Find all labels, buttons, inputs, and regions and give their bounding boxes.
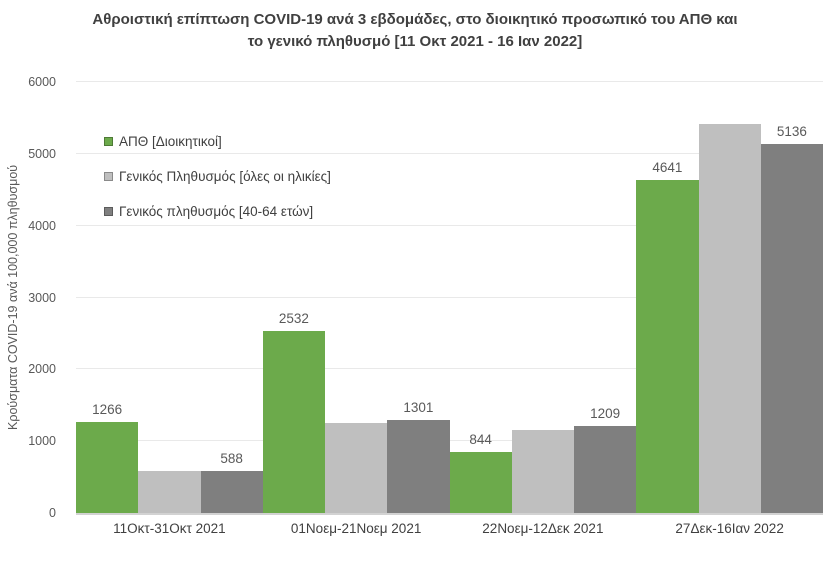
- gridline-4000: [76, 224, 823, 226]
- gridline-3000: [76, 296, 823, 298]
- chart-title-line-2: το γενικό πληθυσμό [11 Οκτ 2021 - 16 Ιαν…: [247, 33, 583, 50]
- chart-title-line-1: Αθροιστική επίπτωση COVID-19 ανά 3 εβδομ…: [92, 11, 738, 28]
- x-category-label-4: 27Δεκ-16Ιαν 2022: [675, 521, 784, 536]
- legend-item-3: Γενικός πληθυσμός [40-64 ετών]: [104, 194, 331, 229]
- x-category-label-1: 11Οκτ-31Οκτ 2021: [113, 521, 226, 536]
- x-axis-labels: 11Οκτ-31Οκτ 2021 01Νοεμ-21Νοεμ 2021 22Νοεμ…: [76, 521, 823, 541]
- bar-series1-cat1: [76, 422, 139, 513]
- bar-series2-cat2: [325, 422, 388, 513]
- bar-series2-cat3: [511, 430, 574, 513]
- y-tick-label-1000: 1000: [28, 434, 56, 449]
- legend-marker-icon: [104, 137, 113, 146]
- data-label-series1-cat4: 4641: [652, 159, 683, 175]
- bar-series3-cat4: [760, 144, 823, 513]
- bar-series1-cat3: [449, 452, 512, 513]
- bar-series3-cat2: [387, 419, 450, 513]
- legend-marker-icon: [104, 172, 113, 181]
- data-label-series3-cat2: 1301: [403, 399, 434, 415]
- gridline-1000: [76, 440, 823, 442]
- legend-item-label: ΑΠΘ [Διοικητικοί]: [119, 134, 222, 149]
- x-category-label-2: 01Νοεμ-21Νοεμ 2021: [290, 521, 422, 536]
- legend-item-2: Γενικός Πληθυσμός [όλες οι ηλικίες]: [104, 159, 331, 194]
- gridline-6000: [76, 81, 823, 82]
- bar-series3-cat3: [574, 426, 637, 513]
- bar-series3-cat1: [200, 470, 263, 513]
- legend-item-label: Γενικός πληθυσμός [40-64 ετών]: [119, 204, 314, 219]
- legend-item-label: Γενικός Πληθυσμός [όλες οι ηλικίες]: [119, 169, 331, 184]
- data-label-series1-cat1: 1266: [92, 402, 123, 418]
- bar-series2-cat4: [698, 123, 761, 513]
- bar-series2-cat1: [138, 471, 201, 513]
- y-tick-label-5000: 5000: [28, 146, 56, 161]
- y-tick-label-3000: 3000: [28, 290, 56, 305]
- data-label-series1-cat2: 2532: [278, 311, 309, 327]
- gridline-2000: [76, 368, 823, 370]
- gridline-5000: [76, 152, 823, 154]
- data-label-series3-cat3: 1209: [590, 406, 621, 422]
- y-tick-label-6000: 6000: [28, 75, 56, 89]
- legend-marker-icon: [104, 207, 113, 216]
- y-axis-ticks: 0 1000 2000 3000 4000 5000 6000: [0, 75, 70, 520]
- plot-area: 1266 588 2532 1301 844 1209 4641 5136: [76, 81, 823, 515]
- legend-item-1: ΑΠΘ [Διοικητικοί]: [104, 124, 331, 159]
- data-label-series3-cat4: 5136: [776, 124, 807, 140]
- y-tick-label-2000: 2000: [28, 362, 56, 377]
- chart-legend: ΑΠΘ [Διοικητικοί] Γενικός Πληθυσμός [όλες…: [104, 124, 331, 229]
- y-tick-label-4000: 4000: [28, 218, 56, 233]
- chart-title: Αθροιστική επίπτωση COVID-19 ανά 3 εβδομ…: [0, 9, 830, 53]
- x-category-label-3: 22Νοεμ-12Δεκ 2021: [482, 521, 604, 536]
- data-label-series1-cat3: 844: [469, 432, 492, 448]
- y-tick-label-0: 0: [49, 506, 56, 520]
- bar-series1-cat2: [262, 331, 325, 513]
- bar-series1-cat4: [636, 179, 699, 513]
- data-label-series3-cat1: 588: [220, 450, 243, 466]
